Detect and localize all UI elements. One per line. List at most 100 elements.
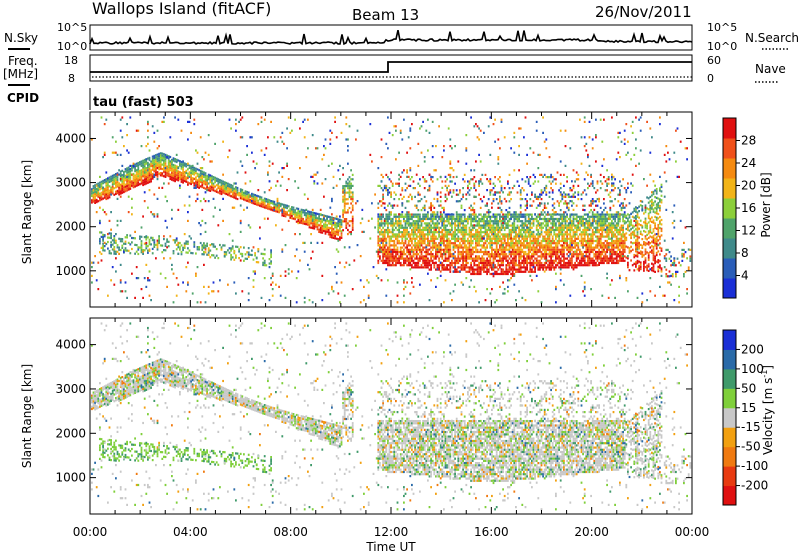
power-pixel: [177, 174, 180, 177]
power-pixel: [428, 189, 431, 192]
power-pixel: [473, 264, 476, 267]
power-pixel: [147, 206, 149, 209]
power-pixel: [196, 168, 199, 171]
power-pixel: [444, 193, 447, 196]
power-pixel: [542, 217, 544, 221]
power-pixel: [119, 248, 122, 252]
power-pixel: [511, 242, 514, 245]
power-pixel: [446, 246, 448, 249]
power-pixel: [199, 169, 202, 173]
power-pixel: [459, 200, 461, 203]
power-pixel: [180, 250, 183, 254]
power-pixel: [438, 242, 440, 245]
power-pixel: [547, 237, 549, 240]
power-pixel: [193, 169, 196, 172]
power-pixel: [532, 266, 535, 269]
power-pixel: [395, 257, 397, 260]
power-pixel: [526, 202, 528, 205]
power-pixel: [449, 224, 452, 227]
power-pixel: [459, 231, 461, 234]
power-pixel: [107, 247, 109, 250]
power-pixel: [294, 118, 296, 121]
power-pixel: [137, 129, 140, 132]
power-pixel: [339, 220, 341, 224]
power-pixel: [422, 206, 424, 209]
power-pixel: [175, 248, 178, 251]
power-pixel: [172, 177, 175, 180]
power-pixel: [543, 215, 546, 218]
power-pixel: [414, 253, 416, 256]
power-pixel: [507, 259, 509, 262]
power-pixel: [201, 186, 204, 189]
power-pixel: [169, 173, 172, 176]
power-pixel: [510, 244, 512, 247]
power-pixel: [500, 209, 503, 212]
power-pixel: [313, 214, 316, 217]
power-pixel: [102, 236, 104, 239]
power-pixel: [254, 254, 256, 257]
power-pixel: [537, 153, 540, 156]
power-pixel: [131, 206, 133, 209]
power-pixel: [339, 164, 341, 167]
power-pixel: [374, 226, 376, 229]
power-pixel: [399, 242, 402, 245]
power-pixel: [535, 244, 538, 247]
power-pixel: [478, 217, 480, 221]
power-pixel: [550, 213, 552, 216]
power-pixel: [489, 261, 492, 265]
power-pixel: [519, 244, 522, 247]
power-pixel: [415, 173, 418, 176]
power-pixel: [398, 184, 400, 187]
power-pixel: [492, 233, 495, 236]
power-pixel: [131, 184, 133, 187]
power-pixel: [473, 186, 476, 189]
power-pixel: [230, 184, 232, 187]
power-pixel: [443, 237, 445, 240]
power-pixel: [497, 272, 500, 276]
power-pixel: [470, 279, 472, 282]
power-pixel: [443, 233, 445, 236]
power-pixel: [428, 173, 431, 176]
power-pixel: [467, 253, 469, 256]
power-pixel: [521, 270, 524, 273]
power-pixel: [475, 123, 477, 126]
power-pixel: [203, 173, 205, 176]
power-pixel: [377, 244, 380, 247]
power-pixel: [206, 186, 208, 189]
power-pixel: [118, 248, 120, 251]
power-pixel: [537, 248, 540, 251]
power-pixel: [119, 240, 122, 243]
power-pixel: [494, 301, 496, 304]
power-pixel: [241, 255, 244, 258]
power-pixel: [219, 208, 221, 211]
power-pixel: [345, 180, 348, 183]
power-pixel: [99, 192, 101, 195]
power-pixel: [483, 250, 485, 254]
power-pixel: [483, 257, 485, 260]
power-pixel: [527, 244, 530, 247]
power-pixel: [167, 172, 170, 175]
power-pixel: [483, 244, 485, 247]
power-pixel: [473, 226, 476, 229]
power-pixel: [148, 167, 151, 170]
power-pixel: [494, 250, 496, 254]
power-pixel: [398, 228, 400, 232]
power-pixel: [172, 172, 175, 175]
power-pixel: [260, 252, 263, 255]
power-pixel: [497, 222, 500, 225]
power-pixel: [452, 248, 455, 251]
power-pixel: [150, 164, 152, 168]
power-pixel: [177, 172, 180, 175]
power-pixel: [377, 250, 380, 254]
power-pixel: [171, 208, 173, 211]
power-pixel: [281, 212, 284, 215]
power-pixel: [167, 164, 170, 167]
power-pixel: [188, 175, 191, 178]
power-pixel: [452, 231, 455, 234]
power-pixel: [425, 248, 428, 251]
power-pixel: [174, 169, 176, 172]
power-pixel: [494, 213, 496, 216]
power-pixel: [414, 266, 416, 269]
power-pixel: [513, 131, 516, 134]
power-pixel: [387, 255, 389, 258]
